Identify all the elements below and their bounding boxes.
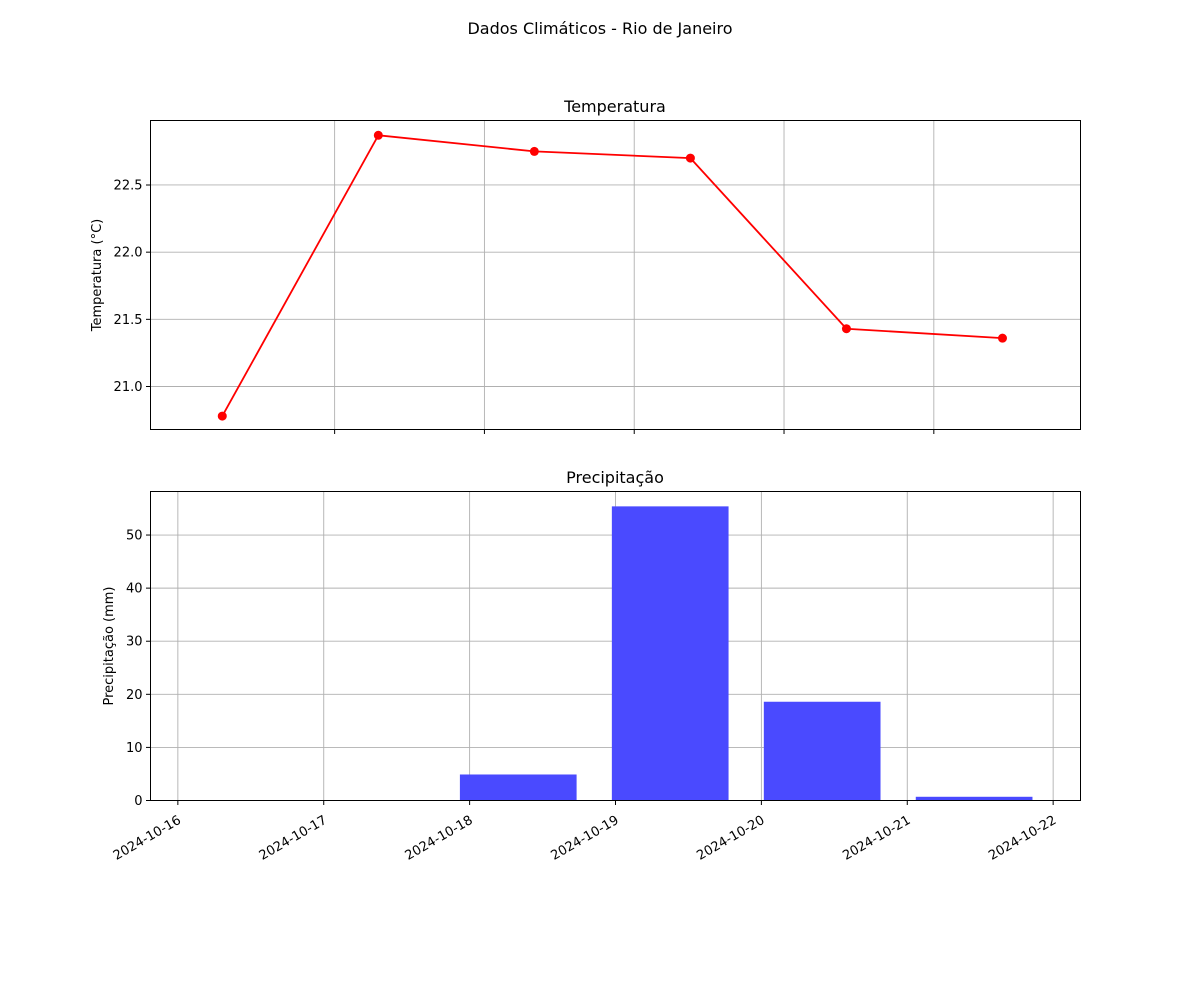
temperature-marks: [217, 130, 1007, 421]
precipitation-title: Precipitação: [566, 468, 664, 487]
prec-bar: [459, 774, 577, 801]
figure-suptitle: Dados Climáticos - Rio de Janeiro: [467, 19, 732, 38]
precipitation-ylabel: Precipitação (mm): [102, 586, 117, 705]
prec-ytick-label: 30: [126, 635, 143, 650]
prec-ytick-label: 0: [134, 794, 142, 809]
temperature-panel: Temperatura 21.0 21.5 22.0 22.5 Temperatura…: [90, 97, 1081, 434]
temp-ytick-label: 22.5: [114, 178, 143, 193]
temp-data-point: [685, 153, 695, 163]
temperature-ticks: 21.0 21.5 22.0 22.5: [114, 178, 935, 434]
prec-ytick-label: 40: [126, 582, 143, 597]
prec-ytick-label: 10: [126, 741, 143, 756]
temperature-title: Temperatura: [563, 97, 666, 116]
temp-data-point: [997, 333, 1007, 343]
prec-bar: [915, 796, 1033, 801]
temperature-ylabel: Temperatura (°C): [90, 219, 105, 332]
precipitation-marks: [459, 506, 1033, 801]
temp-data-point: [373, 130, 383, 140]
temp-data-point: [529, 146, 539, 156]
prec-bar: [611, 506, 729, 801]
prec-ytick-label: 50: [126, 529, 143, 544]
temp-data-point: [217, 411, 227, 421]
temp-ytick-label: 21.0: [114, 380, 143, 395]
temp-series-line: [221, 134, 1003, 417]
prec-ytick-label: 20: [126, 688, 143, 703]
temp-data-point: [841, 324, 851, 334]
temp-ytick-label: 21.5: [114, 313, 143, 328]
precipitation-panel: Precipitação 2024-10-16 2024-10-17 2024-10…: [102, 468, 1081, 864]
temperature-axes-frame: [150, 120, 1081, 430]
temp-ytick-label: 22.0: [114, 246, 143, 261]
temperature-grid: [150, 120, 1081, 430]
prec-bar: [763, 701, 881, 801]
